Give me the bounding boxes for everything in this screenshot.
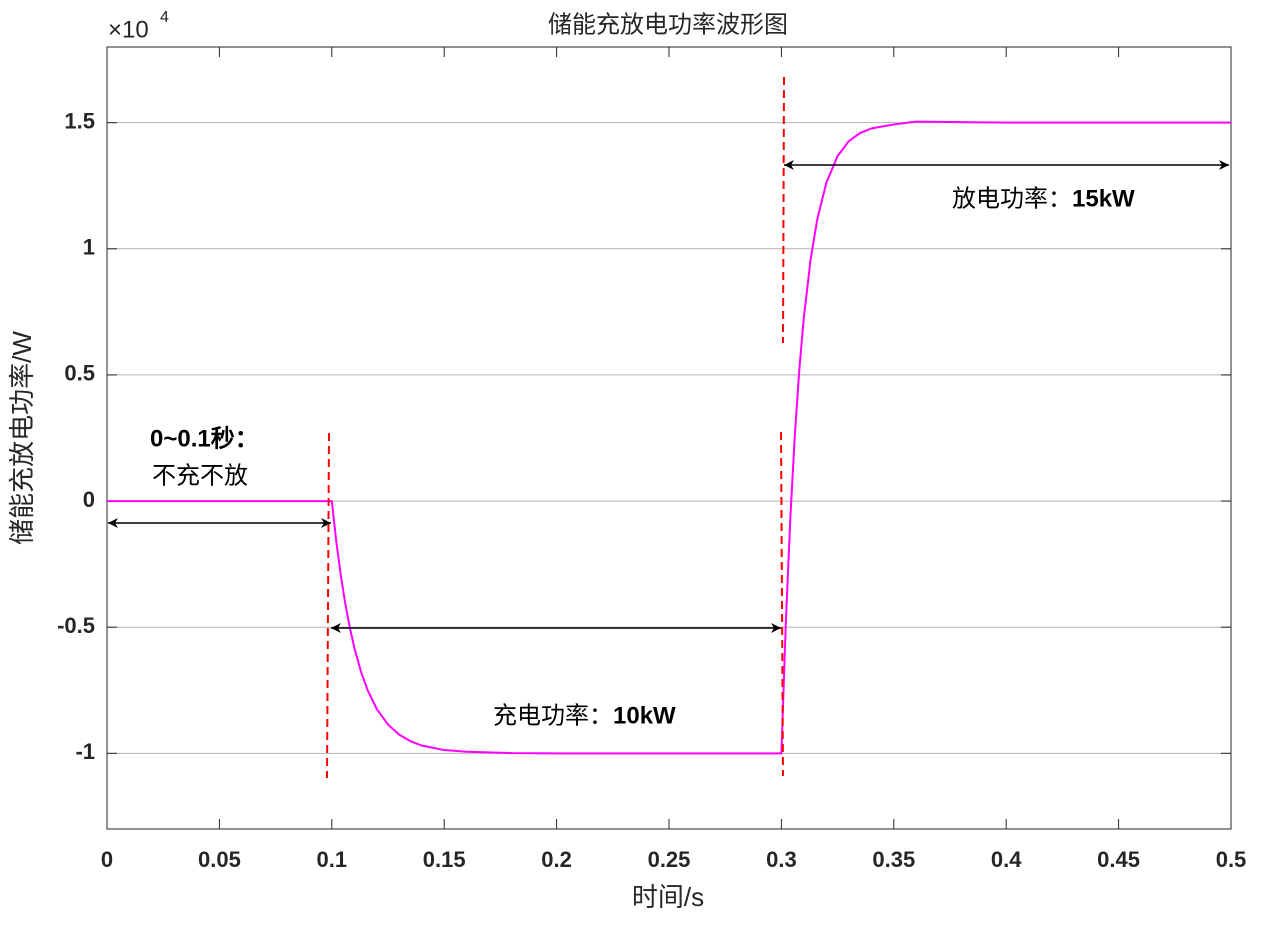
x-tick-label: 0.15: [423, 847, 466, 872]
annotation: 不充不放: [152, 462, 248, 489]
x-tick-label: 0: [101, 847, 113, 872]
dashed-line: [782, 76, 785, 344]
x-axis-label: 时间/s: [632, 882, 704, 912]
x-tick-label: 0.4: [991, 847, 1022, 872]
dashed-line: [326, 432, 330, 779]
x-tick-label: 0.45: [1097, 847, 1140, 872]
x-tick-label: 0.5: [1216, 847, 1247, 872]
x-tick-label: 0.3: [766, 847, 797, 872]
annotation-marks: [108, 76, 1229, 779]
y-tick-label: 0.5: [64, 361, 95, 386]
dashed-line: [780, 431, 784, 777]
y-multiplier-exponent: 4: [160, 9, 169, 26]
y-tick-label: 0: [83, 487, 95, 512]
annotation: 0~0.1秒：: [150, 425, 259, 452]
x-tick-label: 0.25: [648, 847, 691, 872]
y-tick-label: 1: [83, 235, 95, 260]
x-tick-label: 0.1: [317, 847, 348, 872]
x-tick-label: 0.05: [198, 847, 241, 872]
annotation: 15kW: [1072, 185, 1135, 212]
y-multiplier: ×10: [108, 16, 149, 43]
y-axis-label: 储能充放电功率/W: [7, 331, 37, 545]
annotation: 充电功率：: [493, 702, 613, 729]
annotation: 放电功率：: [952, 185, 1072, 212]
chart-title: 储能充放电功率波形图: [548, 11, 788, 38]
y-tick-label: -1: [75, 739, 95, 764]
y-tick-label: 1.5: [64, 108, 95, 133]
y-tick-label: -0.5: [57, 613, 95, 638]
annotation: 10kW: [613, 702, 676, 729]
x-tick-label: 0.35: [872, 847, 915, 872]
plot-area: [106, 46, 1232, 830]
x-tick-label: 0.2: [541, 847, 572, 872]
